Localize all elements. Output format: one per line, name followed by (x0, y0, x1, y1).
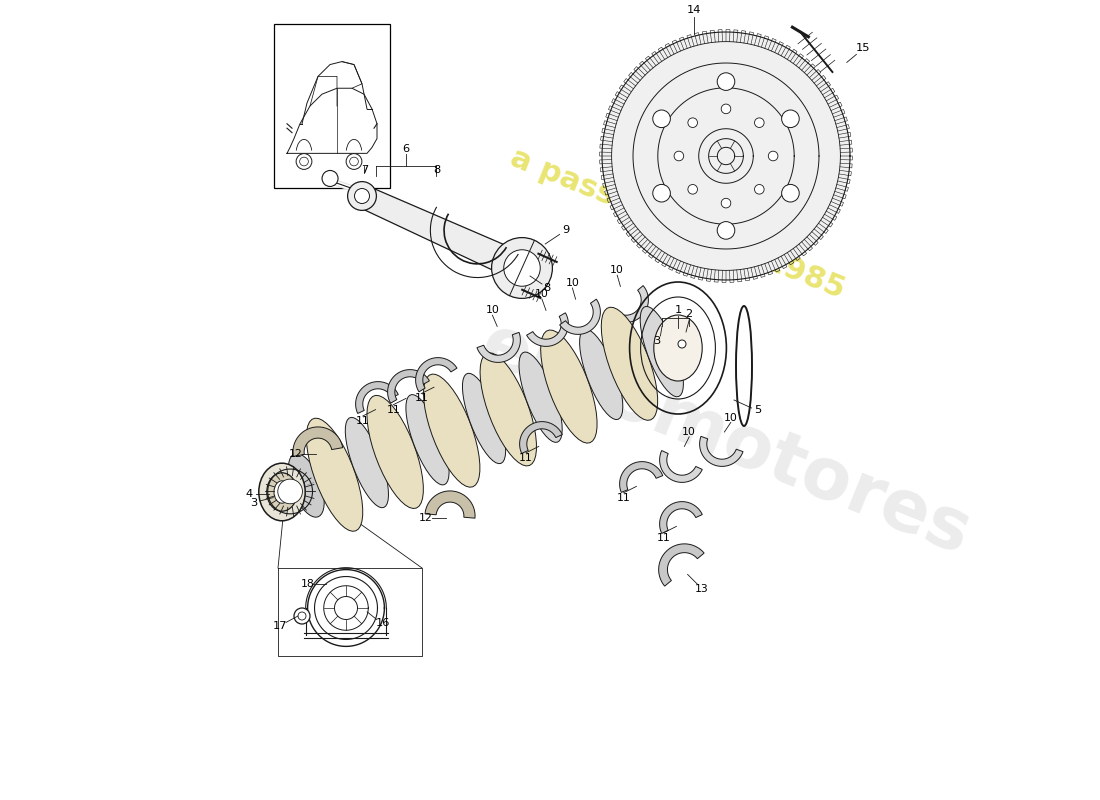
Circle shape (286, 480, 297, 491)
Circle shape (348, 182, 376, 210)
Circle shape (755, 185, 764, 194)
Text: 12: 12 (418, 514, 432, 523)
Circle shape (346, 154, 362, 170)
Polygon shape (406, 394, 449, 485)
Ellipse shape (274, 481, 290, 503)
Circle shape (296, 154, 312, 170)
Text: euromotores: euromotores (471, 310, 981, 570)
Polygon shape (345, 418, 388, 508)
Polygon shape (660, 502, 702, 534)
Text: 10: 10 (610, 266, 624, 275)
Polygon shape (580, 330, 623, 419)
Circle shape (354, 189, 370, 203)
Polygon shape (387, 370, 429, 403)
Polygon shape (519, 352, 562, 442)
Text: 3: 3 (653, 336, 661, 346)
Circle shape (350, 157, 359, 166)
Circle shape (278, 479, 303, 504)
Circle shape (782, 110, 800, 127)
Text: 10: 10 (565, 278, 580, 288)
Circle shape (298, 612, 306, 620)
Text: 11: 11 (657, 533, 671, 542)
Bar (274, 24, 390, 188)
Circle shape (688, 185, 697, 194)
Circle shape (755, 118, 764, 127)
Text: 8: 8 (432, 166, 440, 175)
Circle shape (652, 110, 670, 127)
Text: 2: 2 (685, 309, 693, 318)
Polygon shape (477, 332, 520, 362)
Text: 1: 1 (674, 306, 682, 315)
Text: 10: 10 (535, 290, 549, 299)
Text: 11: 11 (386, 405, 400, 414)
Polygon shape (424, 374, 480, 487)
Text: 12: 12 (288, 450, 302, 459)
Circle shape (717, 73, 735, 90)
Text: 11: 11 (356, 416, 370, 426)
Polygon shape (355, 382, 398, 414)
Polygon shape (358, 186, 528, 281)
Polygon shape (700, 436, 743, 466)
Polygon shape (659, 544, 704, 586)
Polygon shape (293, 427, 343, 456)
Text: 7: 7 (361, 166, 368, 175)
Polygon shape (288, 454, 324, 518)
Polygon shape (608, 286, 648, 322)
Polygon shape (619, 462, 663, 492)
Ellipse shape (653, 315, 702, 381)
Polygon shape (560, 299, 601, 334)
Polygon shape (425, 491, 475, 518)
Text: 14: 14 (686, 5, 701, 14)
Circle shape (492, 238, 552, 298)
Circle shape (688, 118, 697, 127)
Circle shape (602, 32, 850, 280)
Text: 9: 9 (562, 225, 570, 234)
Text: 10: 10 (485, 306, 499, 315)
Polygon shape (462, 374, 506, 464)
Circle shape (504, 250, 540, 286)
Polygon shape (660, 450, 702, 482)
Text: 6: 6 (403, 144, 409, 154)
Text: 10: 10 (682, 427, 696, 437)
Text: 10: 10 (724, 413, 738, 422)
Text: 15: 15 (856, 43, 870, 53)
Ellipse shape (267, 473, 297, 511)
Text: a passion since 1985: a passion since 1985 (506, 143, 849, 305)
Circle shape (294, 608, 310, 624)
Circle shape (722, 198, 730, 208)
Polygon shape (416, 358, 456, 392)
Circle shape (322, 170, 338, 186)
Polygon shape (640, 306, 683, 397)
Ellipse shape (258, 463, 305, 521)
Text: 17: 17 (273, 621, 287, 630)
Polygon shape (602, 307, 658, 420)
Circle shape (652, 185, 670, 202)
Circle shape (678, 340, 686, 348)
Polygon shape (541, 330, 597, 443)
Circle shape (674, 151, 684, 161)
Polygon shape (527, 313, 569, 346)
Text: 16: 16 (375, 618, 389, 627)
Polygon shape (519, 422, 562, 454)
Text: 11: 11 (415, 394, 428, 403)
Text: 3: 3 (251, 498, 257, 508)
Text: 4: 4 (245, 490, 253, 499)
Circle shape (722, 104, 730, 114)
Circle shape (768, 151, 778, 161)
Text: 13: 13 (695, 584, 708, 594)
Text: 11: 11 (519, 453, 532, 462)
Text: 11: 11 (617, 493, 630, 502)
Circle shape (299, 157, 308, 166)
Polygon shape (480, 353, 537, 466)
Text: 5: 5 (755, 406, 761, 415)
Text: 18: 18 (300, 579, 315, 589)
Circle shape (782, 185, 800, 202)
Polygon shape (367, 395, 424, 509)
Text: 8: 8 (543, 283, 550, 293)
Circle shape (717, 222, 735, 239)
Polygon shape (306, 418, 363, 531)
